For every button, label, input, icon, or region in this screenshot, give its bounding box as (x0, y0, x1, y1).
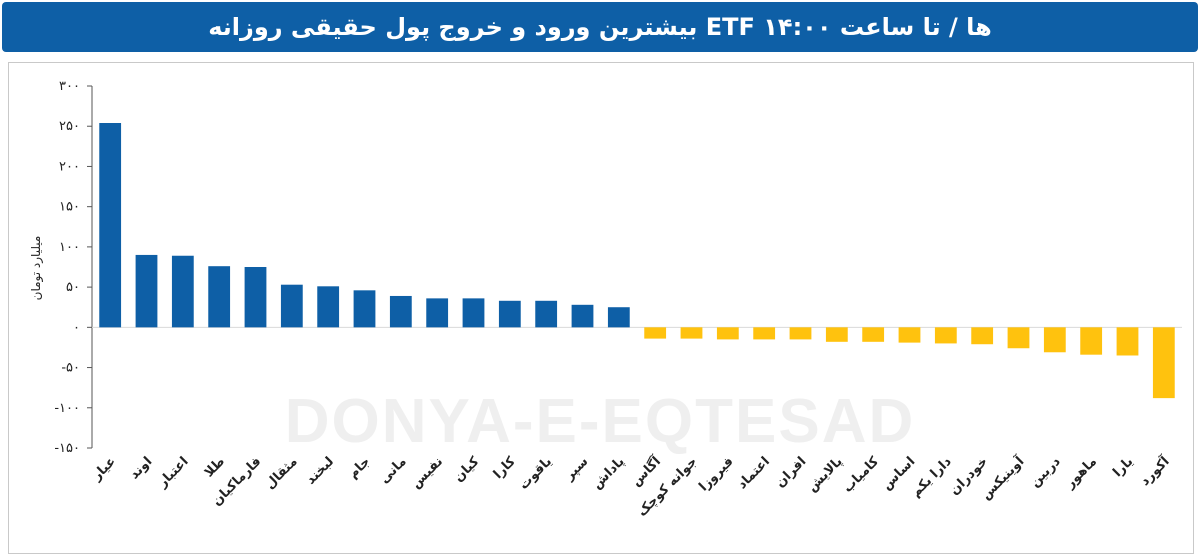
bar (498, 300, 521, 328)
y-tick-label: ۲۵۰ (59, 119, 80, 134)
x-tick-label: دربین (1028, 454, 1064, 490)
bar (353, 290, 376, 328)
bar (1043, 327, 1066, 353)
bar (644, 327, 667, 339)
x-tick-label: کارا (491, 454, 519, 482)
chart-title: بیشترین ورود و خروج پول حقیقی روزانه ETF… (208, 13, 992, 41)
bar (244, 267, 267, 328)
bar (716, 327, 739, 340)
y-tick-label: -۱۰۰ (54, 401, 80, 416)
bar (898, 327, 921, 343)
bar (426, 298, 449, 328)
bar (171, 255, 194, 328)
bar (208, 266, 231, 328)
bar (99, 123, 122, 328)
bar (317, 286, 340, 328)
bar (825, 327, 848, 342)
x-tick-label: اوند (127, 454, 155, 482)
bar (1116, 327, 1139, 356)
bar (135, 254, 158, 328)
x-tick-label: آکورد (1136, 452, 1173, 489)
bar (971, 327, 994, 345)
x-tick-label: افران (773, 454, 809, 490)
bar (789, 327, 812, 340)
x-tick-label: مثقال (263, 454, 301, 492)
y-tick-label: ۳۰۰ (59, 79, 80, 94)
x-tick-label: اعتماد (735, 454, 773, 492)
bar (862, 327, 885, 342)
x-tick-label: ماهور (1062, 454, 1100, 492)
bar (1080, 327, 1103, 355)
bar (934, 327, 957, 344)
x-tick-label: کامیاب (840, 454, 882, 496)
x-tick-label: پاداش (590, 454, 628, 492)
x-tick-label: جام (346, 454, 373, 481)
watermark: DONYA-E-EQTESAD (284, 387, 916, 456)
bar (1152, 327, 1175, 399)
y-tick-label: ۱۰۰ (59, 240, 80, 255)
x-tick-label: مانی (377, 454, 410, 487)
x-tick-label: یاقوت (516, 454, 555, 493)
y-tick-label: ۱۵۰ (59, 200, 80, 215)
x-tick-label: پالایش (805, 454, 846, 495)
x-tick-label: سپر (561, 454, 591, 484)
y-tick-label: ۲۰۰ (59, 159, 80, 174)
x-tick-label: اعتبار (155, 454, 192, 491)
x-tick-label: فیروزا (696, 454, 736, 494)
x-tick-label: یارا (1110, 454, 1136, 480)
bar (1007, 327, 1030, 349)
y-tick-label: -۱۵۰ (54, 441, 80, 456)
title-bar: بیشترین ورود و خروج پول حقیقی روزانه ETF… (2, 2, 1198, 52)
bar (280, 284, 303, 328)
x-tick-label: لبخند (303, 454, 336, 487)
x-tick-label: عیار (89, 454, 119, 484)
x-tick-label: نفیس (409, 454, 446, 491)
bar (462, 298, 485, 328)
x-tick-label: طلا (202, 454, 228, 480)
bar (571, 304, 594, 328)
y-tick-label: -۵۰ (61, 361, 80, 376)
x-tick-label: کیان (451, 454, 482, 485)
chart-frame (8, 62, 1194, 554)
bar (680, 327, 703, 339)
bar (535, 300, 558, 328)
bar (607, 307, 630, 328)
x-tick-label: دارا یکم (909, 454, 955, 500)
bar (389, 295, 412, 328)
y-tick-label: ۰ (73, 320, 80, 335)
bar (753, 327, 776, 340)
y-tick-label: ۵۰ (66, 280, 80, 295)
